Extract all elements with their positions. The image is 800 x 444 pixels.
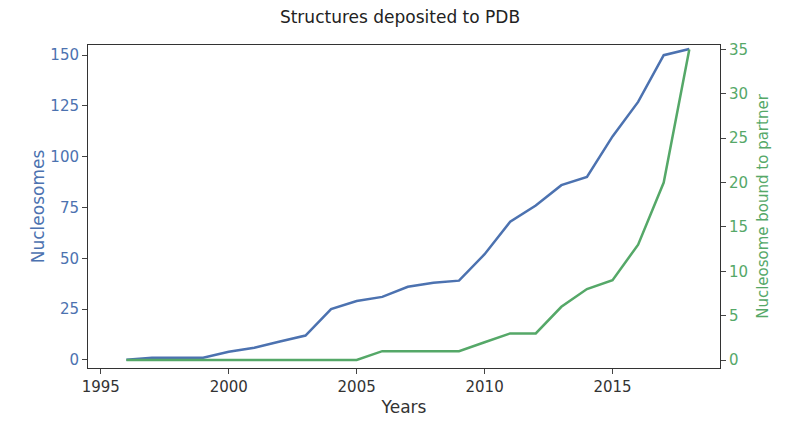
svg-text:20: 20	[729, 174, 748, 192]
svg-text:2005: 2005	[338, 378, 376, 396]
svg-text:2010: 2010	[466, 378, 504, 396]
svg-text:125: 125	[50, 97, 79, 115]
svg-text:100: 100	[50, 148, 79, 166]
svg-text:0: 0	[69, 351, 79, 369]
svg-text:15: 15	[729, 218, 748, 236]
svg-text:Years: Years	[381, 397, 427, 417]
svg-text:0: 0	[729, 351, 739, 369]
svg-text:75: 75	[60, 199, 79, 217]
svg-text:Nucleosomes: Nucleosomes	[28, 150, 48, 264]
svg-text:10: 10	[729, 263, 748, 281]
svg-text:Nucleosome bound to partner: Nucleosome bound to partner	[754, 93, 772, 318]
svg-text:1995: 1995	[82, 378, 120, 396]
svg-text:150: 150	[50, 46, 79, 64]
svg-text:Structures deposited to PDB: Structures deposited to PDB	[280, 7, 520, 27]
svg-text:2000: 2000	[210, 378, 248, 396]
svg-text:2015: 2015	[593, 378, 631, 396]
svg-text:25: 25	[729, 129, 748, 147]
svg-text:5: 5	[729, 307, 739, 325]
svg-text:50: 50	[60, 250, 79, 268]
svg-text:25: 25	[60, 300, 79, 318]
svg-text:35: 35	[729, 41, 748, 59]
svg-text:30: 30	[729, 85, 748, 103]
